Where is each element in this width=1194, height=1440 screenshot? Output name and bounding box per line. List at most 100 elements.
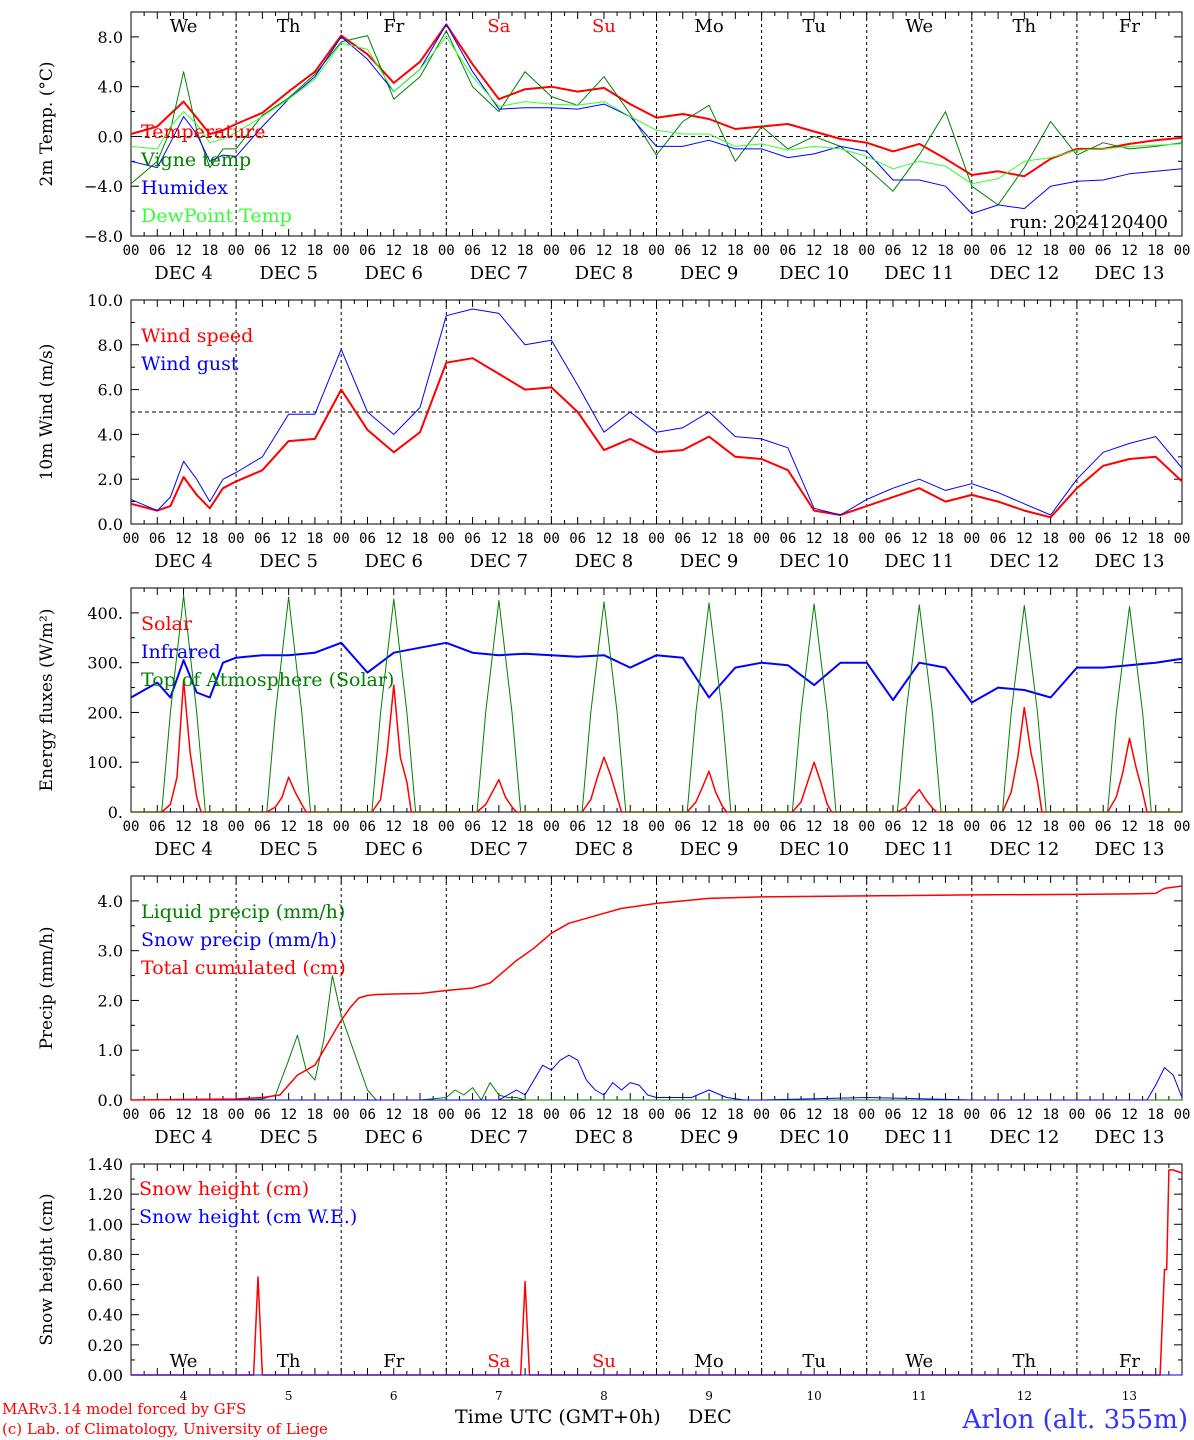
hour-label: 06 [254, 819, 271, 835]
hour-label: 00 [438, 243, 455, 259]
hour-label: 12 [701, 819, 718, 835]
date-label: DEC 7 [470, 1127, 529, 1148]
day-number-label: 6 [390, 1389, 398, 1403]
hour-label: 18 [1042, 1107, 1059, 1123]
footer: MARv3.14 model forced by GFS (c) Lab. of… [2, 1400, 1188, 1438]
hour-label: 12 [1016, 243, 1033, 259]
hour-label: 12 [385, 819, 402, 835]
hour-label: 18 [517, 819, 534, 835]
date-label: DEC 12 [989, 263, 1059, 284]
hour-label: 12 [806, 819, 823, 835]
y-tick-label: 1.20 [87, 1185, 123, 1204]
legend-entry: Solar [141, 613, 193, 635]
y-tick-label: 1.0 [98, 1041, 123, 1060]
date-label: DEC 8 [575, 263, 634, 284]
day-number-label: 13 [1122, 1389, 1137, 1403]
hour-label: 06 [779, 819, 796, 835]
date-label: DEC 9 [680, 263, 739, 284]
date-label: DEC 4 [154, 839, 213, 860]
date-label: DEC 10 [779, 1127, 849, 1148]
hour-label: 00 [543, 819, 560, 835]
y-tick-label: 10.0 [87, 291, 123, 310]
weekday-label: Th [277, 1351, 301, 1372]
legend-entry: Wind gust [141, 353, 239, 375]
hour-label: 06 [1095, 243, 1112, 259]
copyright-credit: (c) Lab. of Climatology, University of L… [2, 1420, 328, 1438]
y-tick-label: 1.40 [87, 1155, 123, 1174]
date-label: DEC 12 [989, 551, 1059, 572]
hour-label: 00 [123, 819, 140, 835]
hour-label: 00 [228, 1107, 245, 1123]
hour-label: 06 [359, 243, 376, 259]
hour-label: 18 [1147, 243, 1164, 259]
hour-label: 12 [1016, 819, 1033, 835]
y-tick-label: 4.0 [98, 78, 123, 97]
hour-label: 18 [832, 243, 849, 259]
model-credit: MARv3.14 model forced by GFS [2, 1400, 246, 1418]
date-label: DEC 4 [154, 1127, 213, 1148]
hour-label: 00 [963, 243, 980, 259]
day-number-label: 4 [180, 1389, 188, 1403]
y-tick-label: 0.0 [98, 1091, 123, 1110]
hour-label: 18 [306, 1107, 323, 1123]
hour-label: 00 [438, 531, 455, 547]
hour-label: 18 [1147, 1107, 1164, 1123]
hour-label: 00 [1174, 1107, 1191, 1123]
hour-label: 12 [701, 1107, 718, 1123]
y-tick-label: 0.0 [98, 515, 123, 534]
hour-label: 12 [490, 531, 507, 547]
hour-label: 12 [1121, 819, 1138, 835]
series-line-1 [130, 30, 1183, 206]
date-label: DEC 11 [884, 263, 954, 284]
y-tick-label: 0.0 [98, 127, 123, 146]
y-axis-title: Snow height (cm) [37, 1193, 57, 1345]
hour-label: 00 [753, 531, 770, 547]
y-axis-title: Energy fluxes (W/m²) [37, 609, 57, 792]
hour-label: 12 [175, 243, 192, 259]
weekday-label: Sa [487, 16, 510, 37]
legend-entry: Infrared [141, 641, 221, 663]
day-number-label: 9 [705, 1389, 713, 1403]
hour-label: 00 [753, 1107, 770, 1123]
hour-label: 12 [1121, 243, 1138, 259]
hour-label: 06 [885, 243, 902, 259]
hour-label: 18 [937, 531, 954, 547]
hour-label: 18 [937, 1107, 954, 1123]
legend-entry: DewPoint Temp [141, 205, 292, 227]
date-label: DEC 6 [364, 263, 423, 284]
hour-label: 12 [701, 531, 718, 547]
hour-label: 00 [1068, 531, 1085, 547]
weekday-label: Fr [1119, 16, 1140, 37]
date-label: DEC 10 [779, 551, 849, 572]
hour-label: 00 [858, 243, 875, 259]
panel-precip: 0.0 1.0 2.0 3.0 4.0 Precip (mm/h) 00 06 12 18 00 06… [37, 875, 1191, 1148]
weekday-label: Sa [487, 1351, 510, 1372]
date-label: DEC 11 [884, 551, 954, 572]
date-label: DEC 10 [779, 839, 849, 860]
hour-label: 00 [333, 531, 350, 547]
weekday-label: Su [592, 1351, 616, 1372]
hour-label: 18 [201, 531, 218, 547]
y-tick-label: 0.40 [87, 1306, 123, 1325]
legend-entry: Top of Atmosphere (Solar) [141, 669, 394, 691]
hour-label: 00 [228, 243, 245, 259]
weekday-label: Su [592, 16, 616, 37]
date-label: DEC 5 [259, 263, 318, 284]
hour-label: 00 [648, 819, 665, 835]
weekday-label: Mo [694, 1351, 723, 1372]
hour-label: 00 [753, 819, 770, 835]
y-axis-title: Precip (mm/h) [37, 926, 57, 1049]
hour-label: 00 [228, 819, 245, 835]
hour-label: 18 [1147, 819, 1164, 835]
series-line-0 [130, 23, 1183, 178]
hour-label: 06 [569, 819, 586, 835]
hour-label: 12 [490, 243, 507, 259]
weekday-label: Fr [383, 1351, 404, 1372]
hour-label: 18 [306, 243, 323, 259]
hour-label: 00 [1068, 1107, 1085, 1123]
weekday-label: Tu [802, 16, 826, 37]
legend-entry: Liquid precip (mm/h) [141, 901, 345, 923]
hour-label: 06 [1095, 531, 1112, 547]
day-number-label: 12 [1017, 1389, 1032, 1403]
